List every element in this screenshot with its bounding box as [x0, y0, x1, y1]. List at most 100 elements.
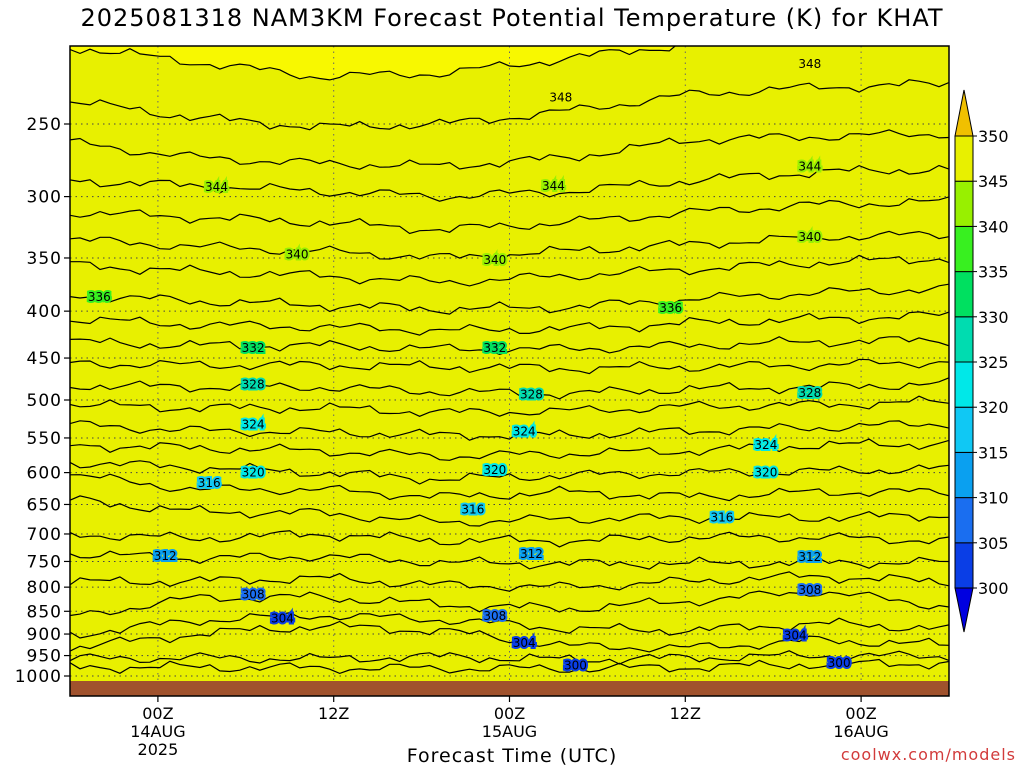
- contour-label-14: 328: [798, 386, 821, 400]
- contour-label-16: 324: [513, 424, 536, 438]
- contour-label-4: 344: [798, 159, 821, 173]
- contour-line-344: [70, 164, 949, 202]
- y-tick-label-950: 950: [27, 647, 62, 667]
- contour-line-304: [70, 620, 949, 653]
- contour-label-34: 300: [828, 656, 851, 670]
- x-tick-label-0-2: 14AUG: [130, 722, 185, 741]
- contour-label-23: 316: [710, 511, 733, 525]
- contour-line-314: [70, 530, 949, 548]
- contour-labels: 348 348 344 344 344 340 340 340 336 336 332 332 328 3…: [86, 55, 853, 675]
- contour-label-0: 348: [549, 91, 572, 105]
- contour-label-25: 312: [520, 547, 543, 561]
- contour-label-15: 324: [242, 418, 265, 432]
- contour-label-29: 308: [798, 583, 821, 597]
- colorbar-label-305: 305: [978, 534, 1009, 553]
- y-tick-label-350: 350: [27, 249, 62, 269]
- colorbar-label-350: 350: [978, 127, 1009, 146]
- contour-label-27: 308: [242, 588, 265, 602]
- contour-line-348: [70, 79, 949, 131]
- contour-line-340: [70, 230, 949, 262]
- colorbar-label-340: 340: [978, 217, 1009, 236]
- colorbar-swatch-330: [954, 271, 974, 318]
- colorbar-label-310: 310: [978, 489, 1009, 508]
- x-axis-label: Forecast Time (UTC): [406, 745, 618, 767]
- colorbar-swatch-310: [954, 451, 974, 499]
- y-tick-label-400: 400: [27, 302, 62, 322]
- colorbar-extend-top: [954, 89, 974, 137]
- contour-label-32: 304: [784, 628, 807, 642]
- colorbar-swatch-340: [954, 180, 974, 227]
- contour-lines: [70, 46, 949, 675]
- contour-label-7: 340: [798, 230, 821, 244]
- contour-line-326: [70, 395, 949, 417]
- contour-label-5: 340: [286, 248, 309, 262]
- contour-line-300: [70, 658, 949, 675]
- contour-label-8: 336: [88, 290, 111, 304]
- colorbar: 300 305 310 315 320 325 330 335 340 345 350: [954, 89, 1009, 633]
- contour-label-1: 348: [798, 57, 821, 71]
- colorbar-swatch-335: [954, 225, 974, 273]
- colorbar-label-335: 335: [978, 263, 1009, 282]
- colorbar-label-315: 315: [978, 443, 1009, 462]
- colorbar-label-320: 320: [978, 398, 1009, 417]
- contour-label-12: 328: [242, 378, 265, 392]
- contour-line-338: [70, 254, 949, 287]
- ground-bar: [70, 681, 949, 696]
- contour-line-306: [70, 611, 949, 639]
- credit-link[interactable]: coolwx.com/models: [840, 745, 1016, 764]
- contour-line-318: [70, 473, 949, 502]
- colorbar-swatch-315: [954, 406, 974, 453]
- contour-line-336: [70, 283, 949, 315]
- x-tick-label-4-2: 16AUG: [833, 722, 888, 741]
- contour-line-324: [70, 420, 949, 441]
- y-tick-label-250: 250: [27, 115, 62, 135]
- colorbar-label-300: 300: [978, 579, 1009, 598]
- y-tick-label-700: 700: [27, 525, 62, 545]
- y-tick-label-1000: 1000: [15, 667, 62, 687]
- colorbar-extend-bottom: [954, 587, 974, 633]
- contour-line-316: [70, 495, 949, 527]
- y-tick-label-600: 600: [27, 464, 62, 484]
- contour-label-31: 304: [513, 636, 536, 650]
- colorbar-label-325: 325: [978, 353, 1009, 372]
- contour-line-328: [70, 377, 949, 400]
- colorbar-swatch-325: [954, 316, 974, 363]
- contour-line-312: [70, 550, 949, 570]
- x-tick-label-2-2: 15AUG: [482, 722, 537, 741]
- colorbar-swatch-300: [954, 542, 974, 589]
- contour-label-28: 308: [483, 609, 506, 623]
- y-tick-label-850: 850: [27, 602, 62, 622]
- contour-label-18: 320: [242, 466, 265, 480]
- contour-label-26: 312: [798, 550, 821, 564]
- contour-label-21: 316: [198, 476, 221, 490]
- y-tick-label-900: 900: [27, 625, 62, 645]
- contour-label-6: 340: [483, 253, 506, 267]
- x-tick-label-3-1: 12Z: [670, 704, 701, 723]
- y-tick-label-750: 750: [27, 552, 62, 572]
- y-tick-label-500: 500: [27, 391, 62, 411]
- contour-label-11: 332: [483, 341, 506, 355]
- contour-label-22: 316: [461, 502, 484, 516]
- y-tick-label-550: 550: [27, 429, 62, 449]
- contour-label-9: 336: [659, 301, 682, 315]
- ground-surface: [70, 681, 949, 696]
- contour-label-24: 312: [154, 549, 177, 563]
- contour-line-342: [70, 196, 949, 235]
- contour-label-20: 320: [754, 466, 777, 480]
- contour-line-346: [70, 129, 949, 170]
- contour-line-330: [70, 358, 949, 375]
- y-axis: 250 300 350 400 450 500 550 600 650 700 750 800 850 9…: [15, 115, 70, 687]
- x-tick-label-1-1: 12Z: [318, 704, 349, 723]
- contour-line-332: [70, 336, 949, 356]
- colorbar-swatch-320: [954, 361, 974, 408]
- contour-label-17: 324: [754, 438, 777, 452]
- y-tick-label-650: 650: [27, 495, 62, 515]
- contour-label-30: 304: [271, 611, 294, 625]
- colorbar-label-330: 330: [978, 308, 1009, 327]
- x-tick-label-0-1: 00Z: [142, 704, 173, 723]
- colorbar-label-345: 345: [978, 172, 1009, 191]
- contour-label-3: 344: [542, 179, 565, 193]
- colorbar-swatch-305: [954, 497, 974, 544]
